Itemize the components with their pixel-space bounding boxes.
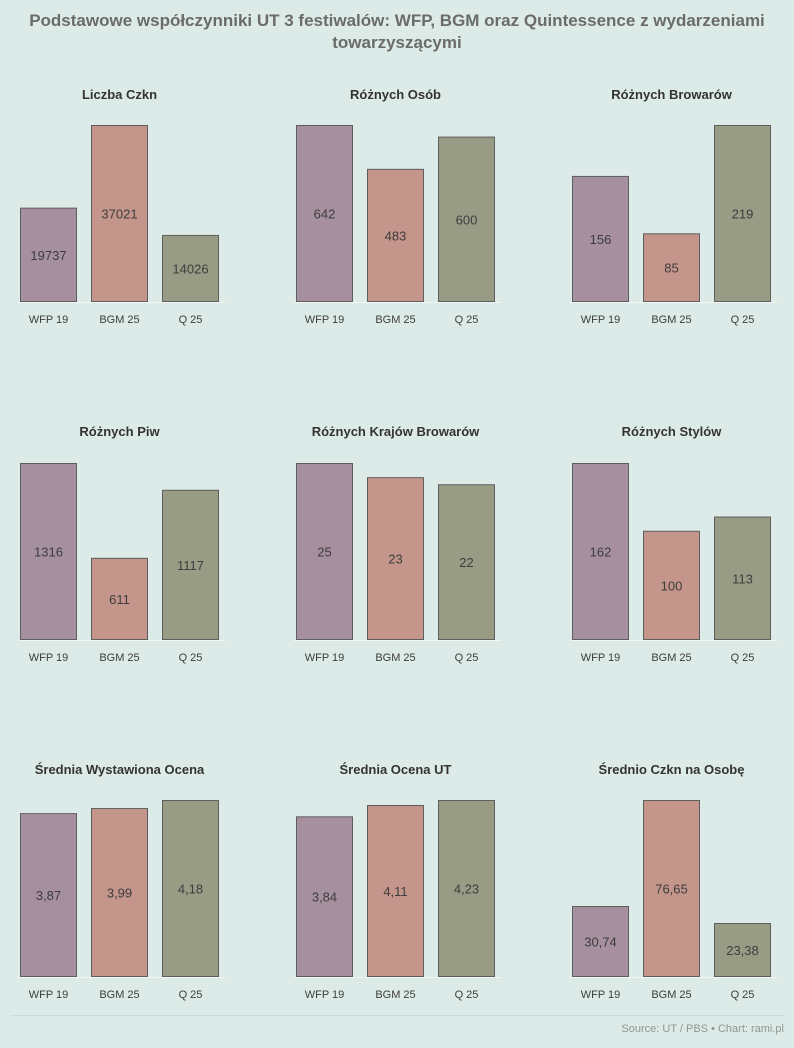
bar: [714, 125, 771, 302]
bar: [20, 207, 77, 302]
tick-label: BGM 25: [99, 989, 139, 1001]
data-label: 85: [664, 261, 678, 276]
tick-label: WFP 19: [29, 989, 69, 1001]
data-label: 1117: [177, 558, 204, 573]
tick-label: BGM 25: [651, 989, 691, 1001]
data-label: 162: [590, 545, 612, 560]
bar: [296, 816, 353, 977]
bar: [296, 125, 353, 302]
data-label: 76,65: [655, 882, 688, 897]
tick-label: Q 25: [179, 314, 203, 326]
bar: [91, 557, 148, 640]
tick-label: BGM 25: [99, 314, 139, 326]
subchart-title: Różnych Piw: [79, 424, 160, 439]
subchart-title: Liczba Czkn: [82, 87, 157, 102]
bar: [438, 484, 495, 640]
bar: [20, 813, 77, 977]
footer-divider: [10, 1015, 784, 1016]
tick-label: WFP 19: [305, 989, 345, 1001]
data-label: 23,38: [726, 943, 759, 958]
data-label: 3,84: [312, 890, 337, 905]
data-label: 30,74: [584, 935, 617, 950]
tick-label: Q 25: [179, 652, 203, 664]
subchart-title: Średnia Wystawiona Ocena: [35, 762, 205, 777]
tick-label: BGM 25: [375, 989, 415, 1001]
data-label: 100: [661, 578, 683, 593]
tick-label: Q 25: [731, 652, 755, 664]
data-label: 25: [317, 545, 331, 560]
tick-label: WFP 19: [581, 652, 621, 664]
bar: [162, 800, 219, 977]
bar: [438, 800, 495, 977]
tick-label: WFP 19: [305, 314, 345, 326]
data-label: 1316: [34, 545, 63, 560]
data-label: 483: [385, 228, 407, 243]
tick-label: BGM 25: [651, 314, 691, 326]
bar: [714, 516, 771, 641]
data-label: 4,18: [178, 882, 203, 897]
subchart-title: Różnych Krajów Browarów: [312, 424, 480, 439]
source-footer: Source: UT / PBS • Chart: rami.pl: [621, 1023, 784, 1035]
subchart-title: Różnych Browarów: [611, 87, 733, 102]
bar: [367, 805, 424, 978]
data-label: 642: [314, 207, 336, 222]
bar: [91, 808, 148, 978]
bar: [162, 489, 219, 640]
bar: [643, 233, 700, 303]
data-label: 23: [388, 552, 402, 567]
data-label: 600: [456, 212, 478, 227]
subchart-title: Różnych Stylów: [622, 424, 723, 439]
bar: [572, 906, 629, 977]
data-label: 22: [459, 555, 473, 570]
bar: [162, 234, 219, 302]
bar: [643, 800, 700, 977]
data-label: 611: [109, 592, 130, 607]
bar: [438, 136, 495, 302]
tick-label: WFP 19: [305, 652, 345, 664]
data-label: 4,23: [454, 882, 479, 897]
tick-label: WFP 19: [29, 652, 69, 664]
tick-label: BGM 25: [651, 652, 691, 664]
tick-label: WFP 19: [29, 314, 69, 326]
bar: [296, 463, 353, 640]
data-label: 14026: [172, 261, 208, 276]
tick-label: BGM 25: [375, 652, 415, 664]
data-label: 3,87: [36, 888, 61, 903]
subchart-title: Różnych Osób: [350, 87, 441, 102]
subchart-title: Średnio Czkn na Osobę: [599, 762, 745, 777]
data-label: 3,99: [107, 886, 132, 901]
bar: [572, 175, 629, 302]
subchart-title: Średnia Ocena UT: [340, 762, 452, 777]
data-label: 156: [590, 232, 612, 247]
data-label: 37021: [101, 207, 137, 222]
data-label: 219: [732, 207, 754, 222]
bar: [91, 125, 148, 302]
tick-label: Q 25: [455, 989, 479, 1001]
tick-label: Q 25: [731, 989, 755, 1001]
tick-label: Q 25: [455, 652, 479, 664]
bar: [367, 477, 424, 640]
data-label: 19737: [30, 248, 66, 263]
bar: [367, 168, 424, 302]
data-label: 113: [732, 571, 753, 586]
tick-label: BGM 25: [375, 314, 415, 326]
bar: [714, 923, 771, 978]
bar: [643, 530, 700, 640]
data-label: 4,11: [383, 884, 407, 899]
tick-label: Q 25: [455, 314, 479, 326]
chart-title: Podstawowe współczynniki UT 3 festiwalów…: [29, 11, 765, 52]
tick-label: BGM 25: [99, 652, 139, 664]
tick-label: WFP 19: [581, 989, 621, 1001]
tick-label: Q 25: [731, 314, 755, 326]
bar: [20, 463, 77, 640]
tick-label: Q 25: [179, 989, 203, 1001]
tick-label: WFP 19: [581, 314, 621, 326]
bar: [572, 463, 629, 640]
